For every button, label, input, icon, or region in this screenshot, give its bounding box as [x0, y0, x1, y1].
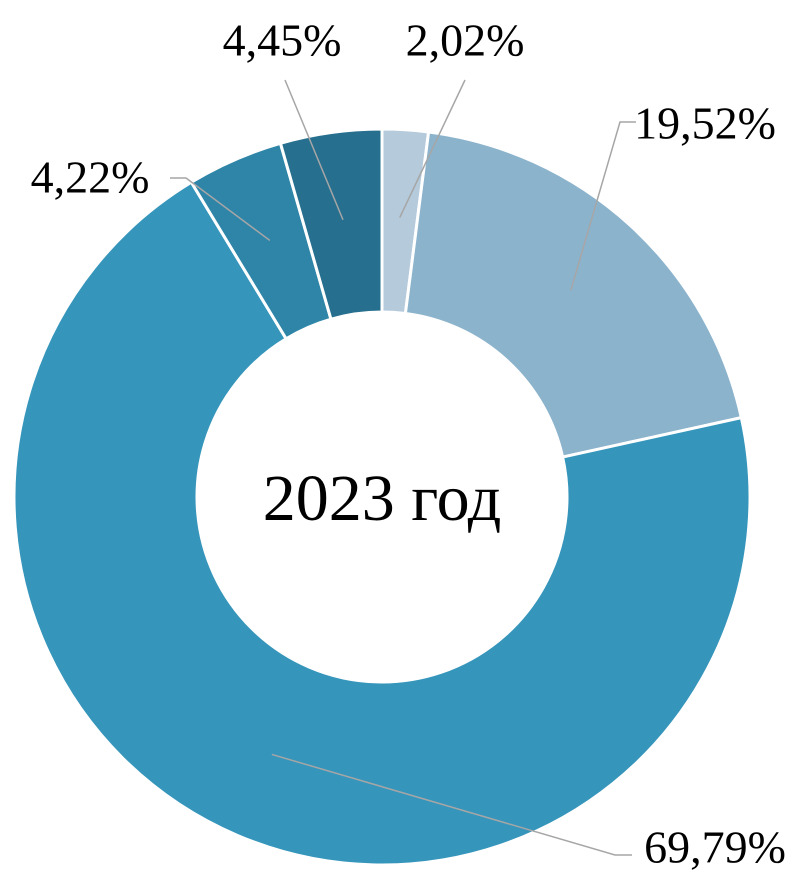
data-label: 4,22%: [31, 152, 150, 203]
leader-line: [284, 79, 344, 221]
data-label: 19,52%: [634, 98, 776, 149]
donut-slice: [12, 180, 752, 867]
center-label: 2023 год: [263, 462, 502, 535]
leader-line: [570, 121, 636, 291]
data-label: 4,45%: [223, 15, 342, 66]
data-label: 2,02%: [406, 15, 525, 66]
leader-line: [271, 753, 632, 856]
leader-line: [399, 79, 466, 218]
data-label: 69,79%: [644, 822, 786, 873]
leader-line: [170, 177, 271, 242]
donut-slice: [403, 130, 744, 459]
